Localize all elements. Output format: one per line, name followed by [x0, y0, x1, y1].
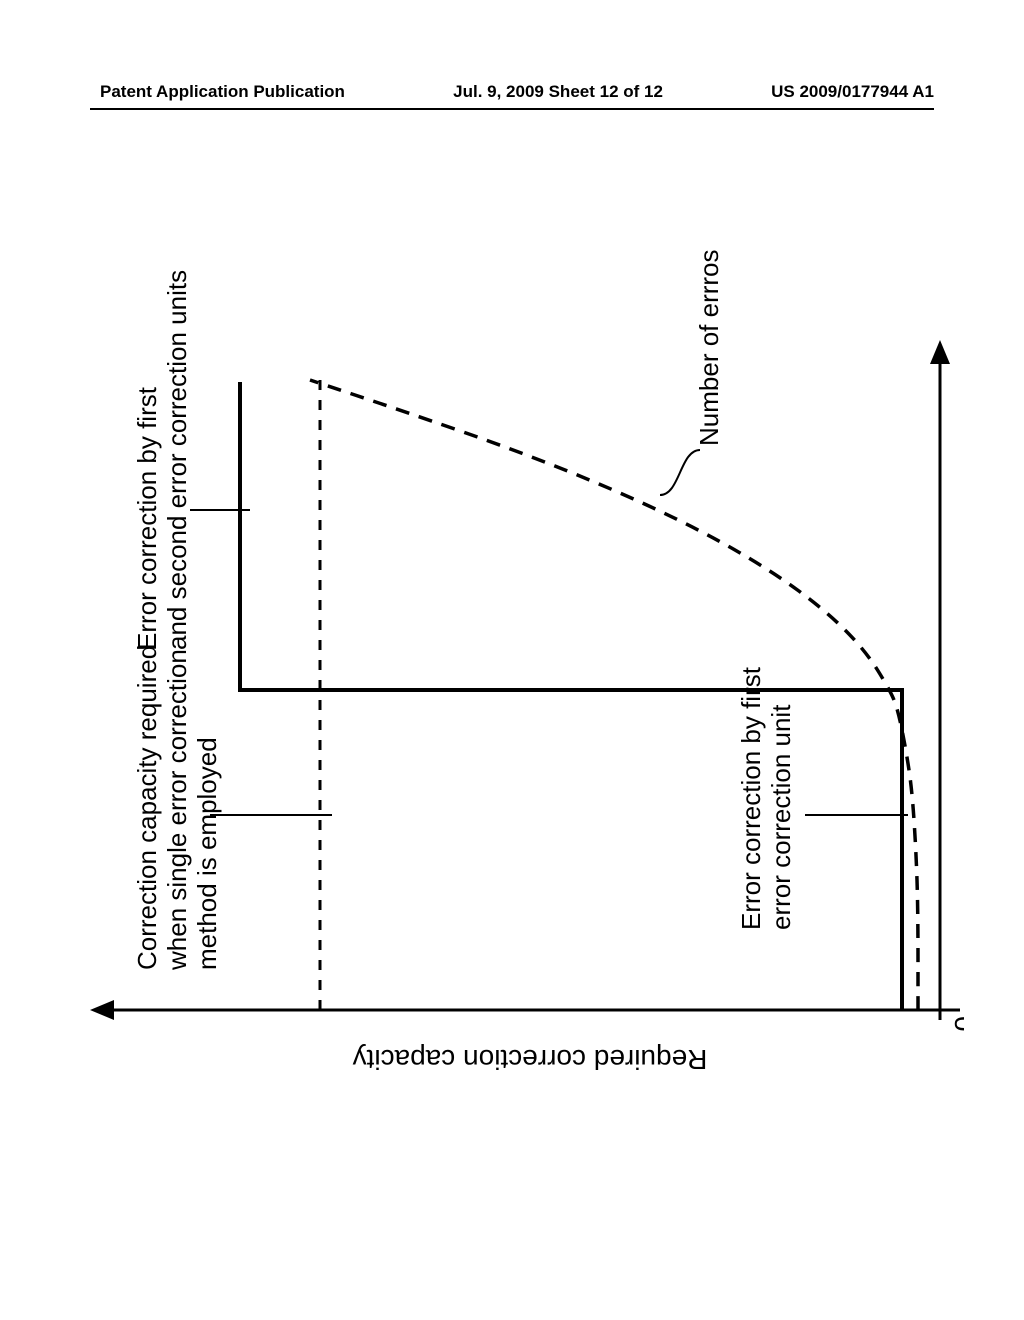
errors-curve [310, 380, 918, 1010]
header-rule [90, 108, 934, 110]
x-axis-label: Time elapsed from writing [959, 470, 964, 790]
header-left: Patent Application Publication [100, 82, 345, 102]
y-axis-label: Required correction capacity [353, 1044, 708, 1075]
label-both-units: Error correction by firstand second erro… [132, 270, 192, 650]
origin-label: 0 [949, 1016, 964, 1032]
label-first-unit: Error correction by firsterror correctio… [736, 666, 796, 930]
x-axis-arrow [930, 340, 950, 364]
correction-step-line [240, 382, 902, 1010]
header-center: Jul. 9, 2009 Sheet 12 of 12 [453, 82, 663, 102]
page-header: Patent Application Publication Jul. 9, 2… [0, 82, 1024, 102]
leader-errors [660, 450, 700, 495]
label-errors: Number of errros [694, 250, 724, 447]
figure-area: 0 Required correction capacity Time elapse… [60, 160, 964, 1210]
figure-svg: 0 Required correction capacity Time elapse… [60, 160, 964, 1210]
y-axis-arrow [90, 1000, 114, 1020]
label-single-method: Correction capacity requiredwhen single … [132, 645, 222, 971]
header-right: US 2009/0177944 A1 [771, 82, 934, 102]
